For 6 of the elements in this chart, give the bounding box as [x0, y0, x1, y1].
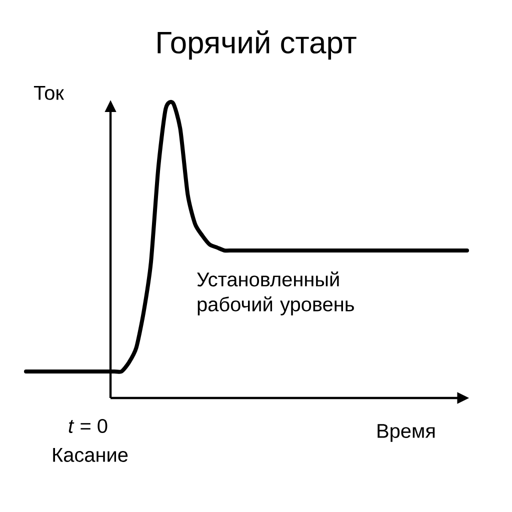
text: Касание — [53, 448, 128, 462]
y-axis-title: Ток — [34, 86, 64, 100]
x-axis-title: Время — [378, 424, 435, 442]
text: t = 0 — [68, 418, 108, 434]
chart-title: Горячий старт — [158, 30, 356, 60]
annotation: Установленный рабочий уровень — [197, 272, 354, 316]
